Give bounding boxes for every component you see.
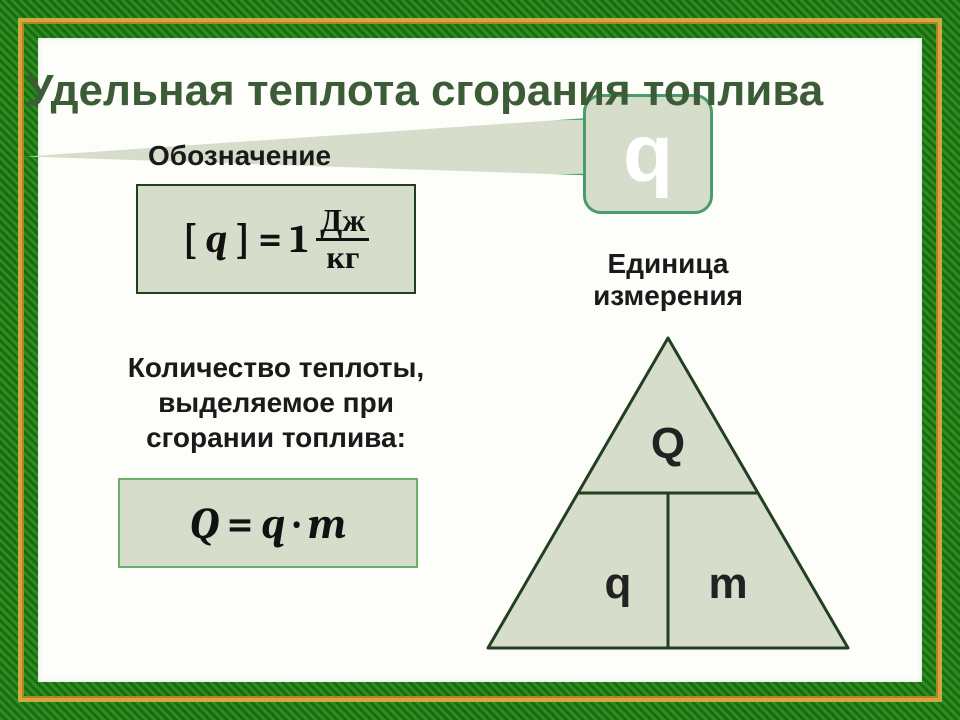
formula2-q: q: [261, 498, 285, 549]
equals-sign: =: [258, 216, 282, 262]
formula2-equals: =: [227, 498, 253, 549]
triangle-diagram: Q q m: [478, 328, 858, 658]
formula2-dot: ·: [294, 498, 300, 549]
formula-unit: [q] = 1 Дж кг: [183, 204, 370, 274]
label-unit: Единица измерения: [578, 248, 758, 312]
formula2-lhs: Q: [190, 498, 219, 549]
callout-symbol: q: [623, 113, 673, 195]
bracket-open: [: [183, 216, 198, 262]
triangle-svg: Q q m: [478, 328, 858, 658]
label-heat: Количество теплоты, выделяемое при сгора…: [106, 350, 446, 455]
formula-unit-box: [q] = 1 Дж кг: [136, 184, 416, 294]
fraction-denominator: кг: [322, 241, 363, 275]
coefficient: 1: [290, 216, 308, 262]
formula-heat-box: Q = q · m: [118, 478, 418, 568]
formula1-symbol: q: [205, 216, 227, 262]
triangle-cell-left: q: [605, 559, 632, 608]
fraction: Дж кг: [316, 204, 369, 274]
triangle-cell-top: Q: [651, 419, 685, 468]
triangle-cell-right: m: [708, 559, 747, 608]
slide-title: Удельная теплота сгорания топлива: [26, 66, 823, 116]
fraction-numerator: Дж: [316, 204, 369, 241]
slide-content: q Удельная теплота сгорания топлива Обоз…: [38, 38, 922, 682]
bracket-close: ]: [236, 216, 251, 262]
formula-heat: Q = q · m: [190, 498, 346, 549]
label-designation: Обозначение: [148, 140, 331, 172]
formula2-m: m: [308, 498, 346, 549]
